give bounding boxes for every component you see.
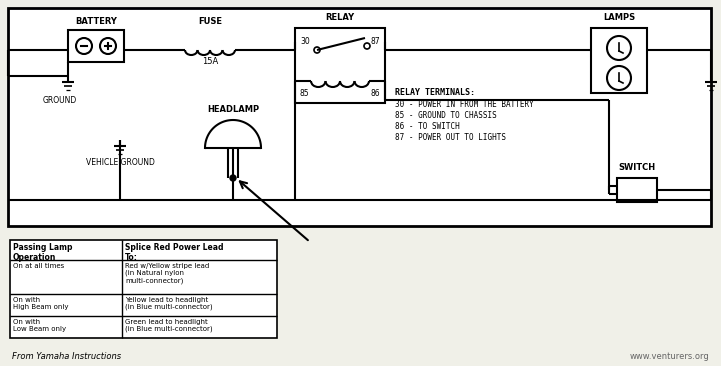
Text: RELAY TERMINALS:: RELAY TERMINALS: bbox=[395, 88, 475, 97]
Bar bbox=[617, 178, 657, 202]
Text: 15A: 15A bbox=[202, 57, 218, 67]
Text: LAMPS: LAMPS bbox=[603, 14, 635, 22]
Text: 86 - TO SWITCH: 86 - TO SWITCH bbox=[395, 122, 460, 131]
Text: 87 - POWER OUT TO LIGHTS: 87 - POWER OUT TO LIGHTS bbox=[395, 133, 506, 142]
Text: From Yamaha Instructions: From Yamaha Instructions bbox=[12, 352, 121, 361]
Text: Green lead to headlight
(in Blue multi-connector): Green lead to headlight (in Blue multi-c… bbox=[125, 319, 213, 332]
Text: 30 - POWER IN FROM THE BATTERY: 30 - POWER IN FROM THE BATTERY bbox=[395, 100, 534, 109]
Text: Passing Lamp
Operation: Passing Lamp Operation bbox=[13, 243, 73, 262]
Text: 85 - GROUND TO CHASSIS: 85 - GROUND TO CHASSIS bbox=[395, 111, 497, 120]
Text: Splice Red Power Lead
To:: Splice Red Power Lead To: bbox=[125, 243, 224, 262]
Text: RELAY: RELAY bbox=[325, 14, 355, 22]
Text: On with
Low Beam only: On with Low Beam only bbox=[13, 319, 66, 332]
Bar bbox=[68, 30, 124, 62]
Text: On at all times: On at all times bbox=[13, 263, 64, 269]
Text: On with
High Beam only: On with High Beam only bbox=[13, 297, 68, 310]
Text: SWITCH: SWITCH bbox=[619, 164, 655, 172]
Text: FUSE: FUSE bbox=[198, 18, 222, 26]
Text: 30: 30 bbox=[300, 37, 310, 46]
Text: www.venturers.org: www.venturers.org bbox=[629, 352, 709, 361]
Bar bbox=[295, 28, 385, 103]
Text: BATTERY: BATTERY bbox=[75, 18, 117, 26]
Bar bbox=[591, 28, 647, 93]
Text: 86: 86 bbox=[371, 89, 380, 97]
Text: 87: 87 bbox=[371, 37, 380, 46]
Text: Red w/Yellow stripe lead
(in Natural nylon
multi-connector): Red w/Yellow stripe lead (in Natural nyl… bbox=[125, 263, 209, 284]
Text: Yellow lead to headlight
(in Blue multi-connector): Yellow lead to headlight (in Blue multi-… bbox=[125, 297, 213, 310]
Bar bbox=[8, 8, 711, 226]
Text: VEHICLE GROUND: VEHICLE GROUND bbox=[86, 158, 154, 167]
Bar bbox=[10, 240, 277, 338]
Text: GROUND: GROUND bbox=[43, 96, 77, 105]
Text: HEADLAMP: HEADLAMP bbox=[207, 105, 259, 115]
Text: 85: 85 bbox=[300, 89, 309, 97]
Circle shape bbox=[230, 175, 236, 181]
